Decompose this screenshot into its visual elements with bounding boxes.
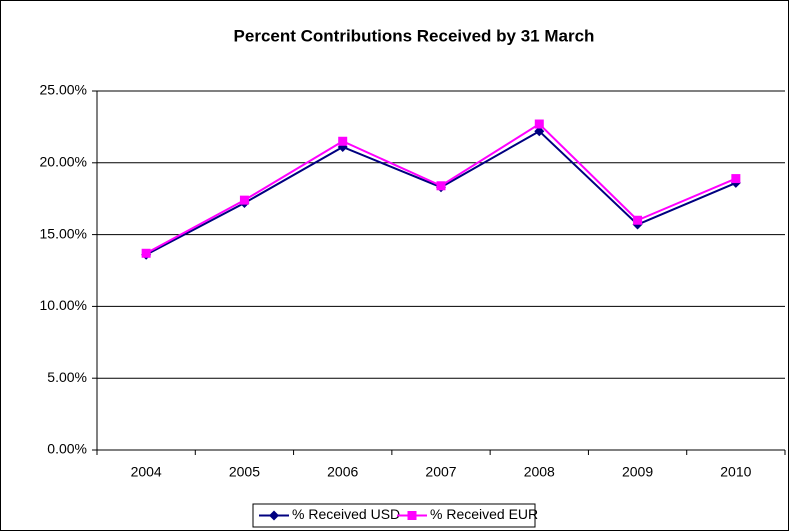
point [534,119,544,129]
y-tick-label: 10.00% [40,297,87,313]
x-tick-label: 2009 [622,464,653,480]
x-tick-label: 2006 [327,464,358,480]
point [633,215,643,225]
legend-label: % Received USD [292,506,400,522]
x-tick-label: 2004 [131,464,162,480]
legend-label: % Received EUR [430,506,538,522]
point [239,195,249,205]
x-tick-label: 2005 [229,464,260,480]
y-tick-label: 15.00% [40,225,87,241]
y-tick-label: 5.00% [47,369,87,385]
x-tick-label: 2007 [425,464,456,480]
chart-title: Percent Contributions Received by 31 Mar… [234,26,595,45]
x-tick-label: 2008 [524,464,555,480]
legend-marker [269,510,279,521]
point [534,126,545,137]
y-tick-label: 0.00% [47,441,87,457]
point [338,136,348,146]
y-tick-label: 25.00% [40,82,87,98]
x-tick-label: 2010 [720,464,751,480]
legend-marker [407,511,417,520]
point [436,181,446,191]
legend-box [252,503,536,528]
y-tick-label: 20.00% [40,154,87,170]
point [141,248,151,258]
point [731,174,741,184]
